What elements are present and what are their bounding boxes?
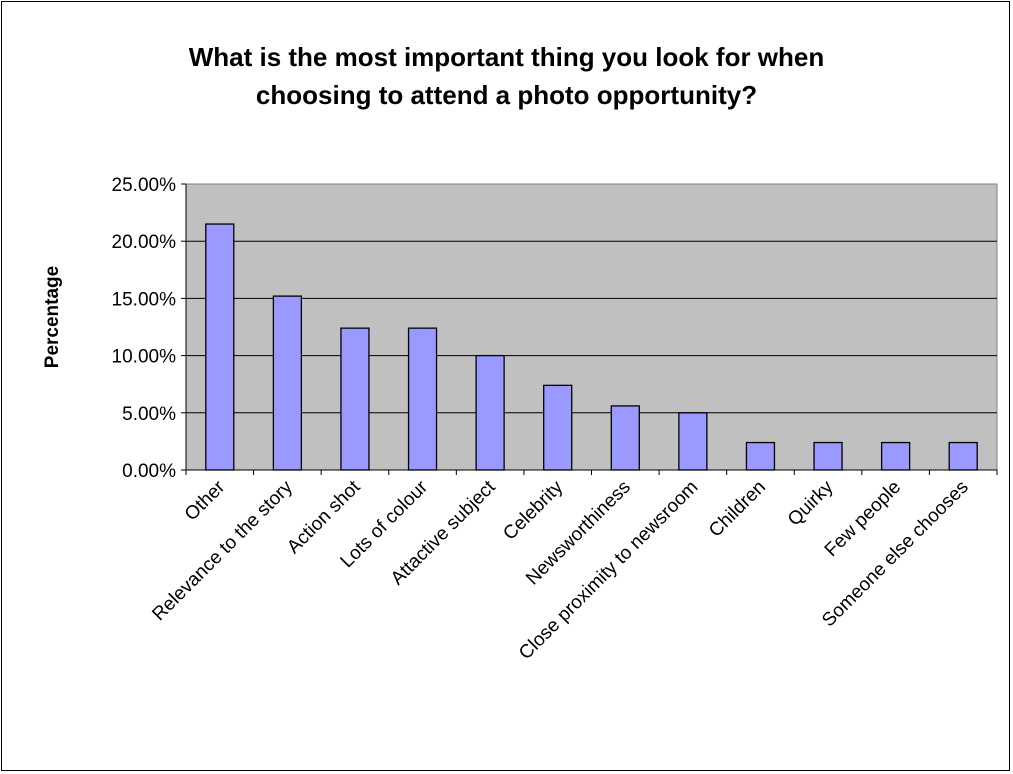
bar (205, 223, 235, 471)
y-tick-label: 0.00% (122, 461, 176, 482)
x-tick-label: Other (181, 476, 230, 525)
bars (205, 223, 978, 471)
y-axis-ticks: 0.00% 5.00% 10.00% 15.00% 20.00% 25.00% (112, 175, 997, 482)
bar (407, 327, 438, 471)
y-tick-label: 10.00% (112, 347, 177, 368)
bar (543, 384, 573, 471)
x-tick-label: Celebrity (499, 476, 567, 544)
y-tick-label: 20.00% (112, 232, 177, 253)
bar (610, 405, 640, 471)
chart-title-line-2: choosing to attend a photo opportunity? (255, 80, 758, 110)
chart-title: What is the most important thing you loo… (0, 38, 1013, 114)
bar (475, 354, 505, 471)
x-tick-label: Children (705, 477, 770, 542)
bar (813, 441, 843, 471)
y-tick-label: 15.00% (112, 289, 177, 310)
bar (880, 441, 911, 471)
bar (678, 412, 708, 471)
x-tick-label: Relevance to the story (148, 476, 297, 625)
bar (272, 295, 303, 471)
plot-area (185, 183, 998, 471)
x-tick-label: Quirky (784, 476, 838, 530)
bar (745, 441, 776, 471)
chart-title-line-1: What is the most important thing you loo… (188, 42, 825, 72)
gridlines (186, 240, 997, 414)
y-tick-label: 25.00% (112, 175, 177, 196)
bar (340, 327, 370, 471)
y-tick-label: 5.00% (122, 404, 176, 425)
bar (948, 441, 978, 471)
y-axis-title: Percentage (42, 266, 63, 368)
